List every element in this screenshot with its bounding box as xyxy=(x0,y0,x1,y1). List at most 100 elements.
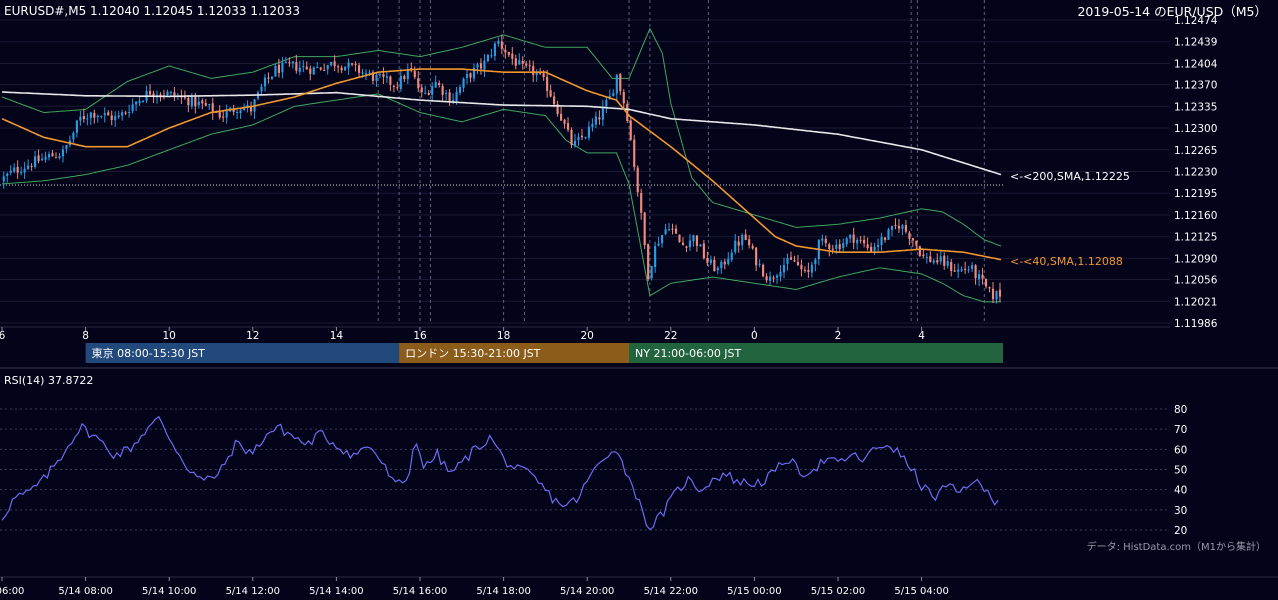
candle-body xyxy=(385,76,388,78)
candle-body xyxy=(556,104,559,115)
candle-body xyxy=(838,244,841,249)
candle-body xyxy=(103,113,106,115)
moving-averages xyxy=(1,68,1002,261)
candle-body xyxy=(270,76,274,79)
candle-body xyxy=(657,243,660,246)
candle-body xyxy=(187,98,190,106)
candle-body xyxy=(688,240,692,248)
candle-body xyxy=(598,117,601,120)
chart-date-title: 2019-05-14 のEUR/USD（M5） xyxy=(1077,4,1267,19)
candle-body xyxy=(570,129,573,145)
hour-tick-label: 20 xyxy=(581,330,594,342)
candle-body xyxy=(748,239,751,246)
candle-body xyxy=(148,90,152,95)
candle-body xyxy=(403,75,406,80)
candle-body xyxy=(65,145,68,149)
candle-body xyxy=(72,132,75,140)
candle-body xyxy=(716,267,719,271)
candle-body xyxy=(263,77,267,87)
candle-body xyxy=(678,234,681,242)
candle-body xyxy=(681,242,685,246)
candle-body xyxy=(580,135,584,138)
candle-body xyxy=(981,274,984,279)
candle-body xyxy=(876,244,880,247)
candle-body xyxy=(901,225,904,229)
rsi-grid xyxy=(0,408,1170,531)
candle-body xyxy=(845,238,848,245)
candle-body xyxy=(399,75,402,89)
candle-body xyxy=(929,256,932,262)
candle-body xyxy=(640,193,643,213)
candle-body xyxy=(793,260,796,262)
price-axis: 1.12474 1.12439 1.12404 1.12370 1.12335 1.123… xyxy=(1174,15,1218,330)
candle-body xyxy=(619,73,622,92)
candle-body xyxy=(573,140,577,146)
candle-body xyxy=(894,225,897,227)
price-tick-label: 1.12160 xyxy=(1174,210,1217,222)
session-block xyxy=(399,343,629,363)
price-tick-label: 1.12056 xyxy=(1174,275,1218,287)
candle-body xyxy=(218,111,221,118)
candle-body xyxy=(239,110,242,114)
candle-body xyxy=(37,155,40,162)
candle-body xyxy=(594,116,597,125)
candle-body xyxy=(54,157,58,159)
candle-body xyxy=(173,92,176,97)
candle-body xyxy=(591,123,594,128)
candle-body xyxy=(302,66,305,68)
candle-body xyxy=(389,76,392,85)
candle-body xyxy=(713,259,716,272)
time-axis: 06:00 5/14 08:00 5/14 10:00 5/14 12:00 5/14 … xyxy=(0,577,949,597)
candle-body xyxy=(918,246,921,256)
candle-body xyxy=(887,229,890,240)
candle-body xyxy=(51,153,54,157)
candle-body xyxy=(40,158,44,161)
price-tick-label: 1.12300 xyxy=(1174,123,1217,135)
candle-body xyxy=(709,259,712,264)
candle-body xyxy=(511,53,514,59)
candle-body xyxy=(528,65,531,67)
candle-body xyxy=(6,173,9,177)
candle-body xyxy=(44,156,47,160)
candle-body xyxy=(434,81,437,88)
candle-body xyxy=(936,260,939,263)
candle-body xyxy=(779,271,782,277)
candle-body xyxy=(991,288,995,300)
candle-body xyxy=(824,238,827,244)
candle-body xyxy=(236,111,239,113)
price-tick-label: 1.12265 xyxy=(1174,145,1217,157)
candle-body xyxy=(427,92,430,95)
rsi-tick-label: 30 xyxy=(1174,505,1187,517)
candle-body xyxy=(316,67,319,69)
candle-body xyxy=(305,66,308,70)
time-tick-label: 5/14 14:00 xyxy=(309,586,363,597)
candle-body xyxy=(117,115,120,118)
candle-body xyxy=(295,62,298,71)
candle-body xyxy=(469,73,472,78)
candle-body xyxy=(849,234,852,239)
hour-tick-label: 22 xyxy=(664,330,677,342)
candle-body xyxy=(291,61,294,64)
candle-body xyxy=(159,94,162,96)
candle-body xyxy=(284,61,287,63)
time-tick-label: 5/15 00:00 xyxy=(727,586,781,597)
candle-body xyxy=(957,269,960,272)
candle-body xyxy=(692,235,695,242)
candle-body xyxy=(225,110,228,118)
rsi-axis: 80 70 60 50 40 30 20 xyxy=(1174,404,1187,537)
candle-body xyxy=(950,262,953,271)
candle-body xyxy=(312,67,315,75)
candle-body xyxy=(337,66,340,68)
candle-body xyxy=(821,238,824,241)
sma200-line xyxy=(1,91,1002,176)
rsi-tick-label: 80 xyxy=(1174,404,1187,416)
candle-body xyxy=(730,252,733,260)
candle-body xyxy=(323,70,326,72)
candle-body xyxy=(114,116,117,121)
candle-body xyxy=(904,225,908,232)
candle-body xyxy=(789,257,793,260)
candle-body xyxy=(347,62,350,68)
candle-body xyxy=(135,101,138,105)
candle-body xyxy=(636,167,639,193)
